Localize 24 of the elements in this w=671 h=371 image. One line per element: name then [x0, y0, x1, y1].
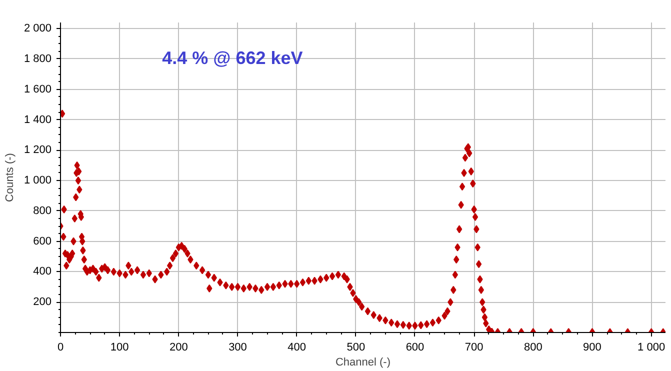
- x-tick-label: 600: [406, 342, 424, 354]
- x-tick-label: 0: [57, 342, 64, 354]
- x-axis-title: Channel (-): [335, 356, 391, 368]
- y-axis-title: Counts (-): [4, 153, 16, 202]
- x-tick-label: 500: [346, 342, 366, 354]
- x-tick-label: 700: [464, 342, 484, 354]
- y-tick-label: 200: [33, 296, 52, 308]
- y-tick-label: 1 600: [24, 83, 52, 96]
- x-tick-label: 1 000: [638, 342, 666, 354]
- y-tick-label: 600: [33, 235, 52, 248]
- annotation: 4.4 % @ 662 keV: [162, 48, 303, 68]
- y-tick-label: 1 400: [24, 114, 52, 126]
- x-tick-label: 800: [524, 342, 542, 354]
- y-tick-label: 2 000: [24, 22, 52, 35]
- x-tick-label: 400: [288, 342, 306, 354]
- x-tick-label: 100: [110, 342, 129, 354]
- x-tick-label: 200: [169, 342, 188, 354]
- y-tick-label: 400: [33, 266, 52, 278]
- x-tick-label: 900: [583, 342, 602, 354]
- y-tick-label: 1 000: [24, 174, 52, 187]
- y-tick-label: 800: [33, 204, 52, 217]
- x-tick-label: 300: [228, 342, 247, 354]
- y-tick-label: 1 200: [24, 144, 52, 156]
- y-tick-label: 1 800: [24, 52, 52, 65]
